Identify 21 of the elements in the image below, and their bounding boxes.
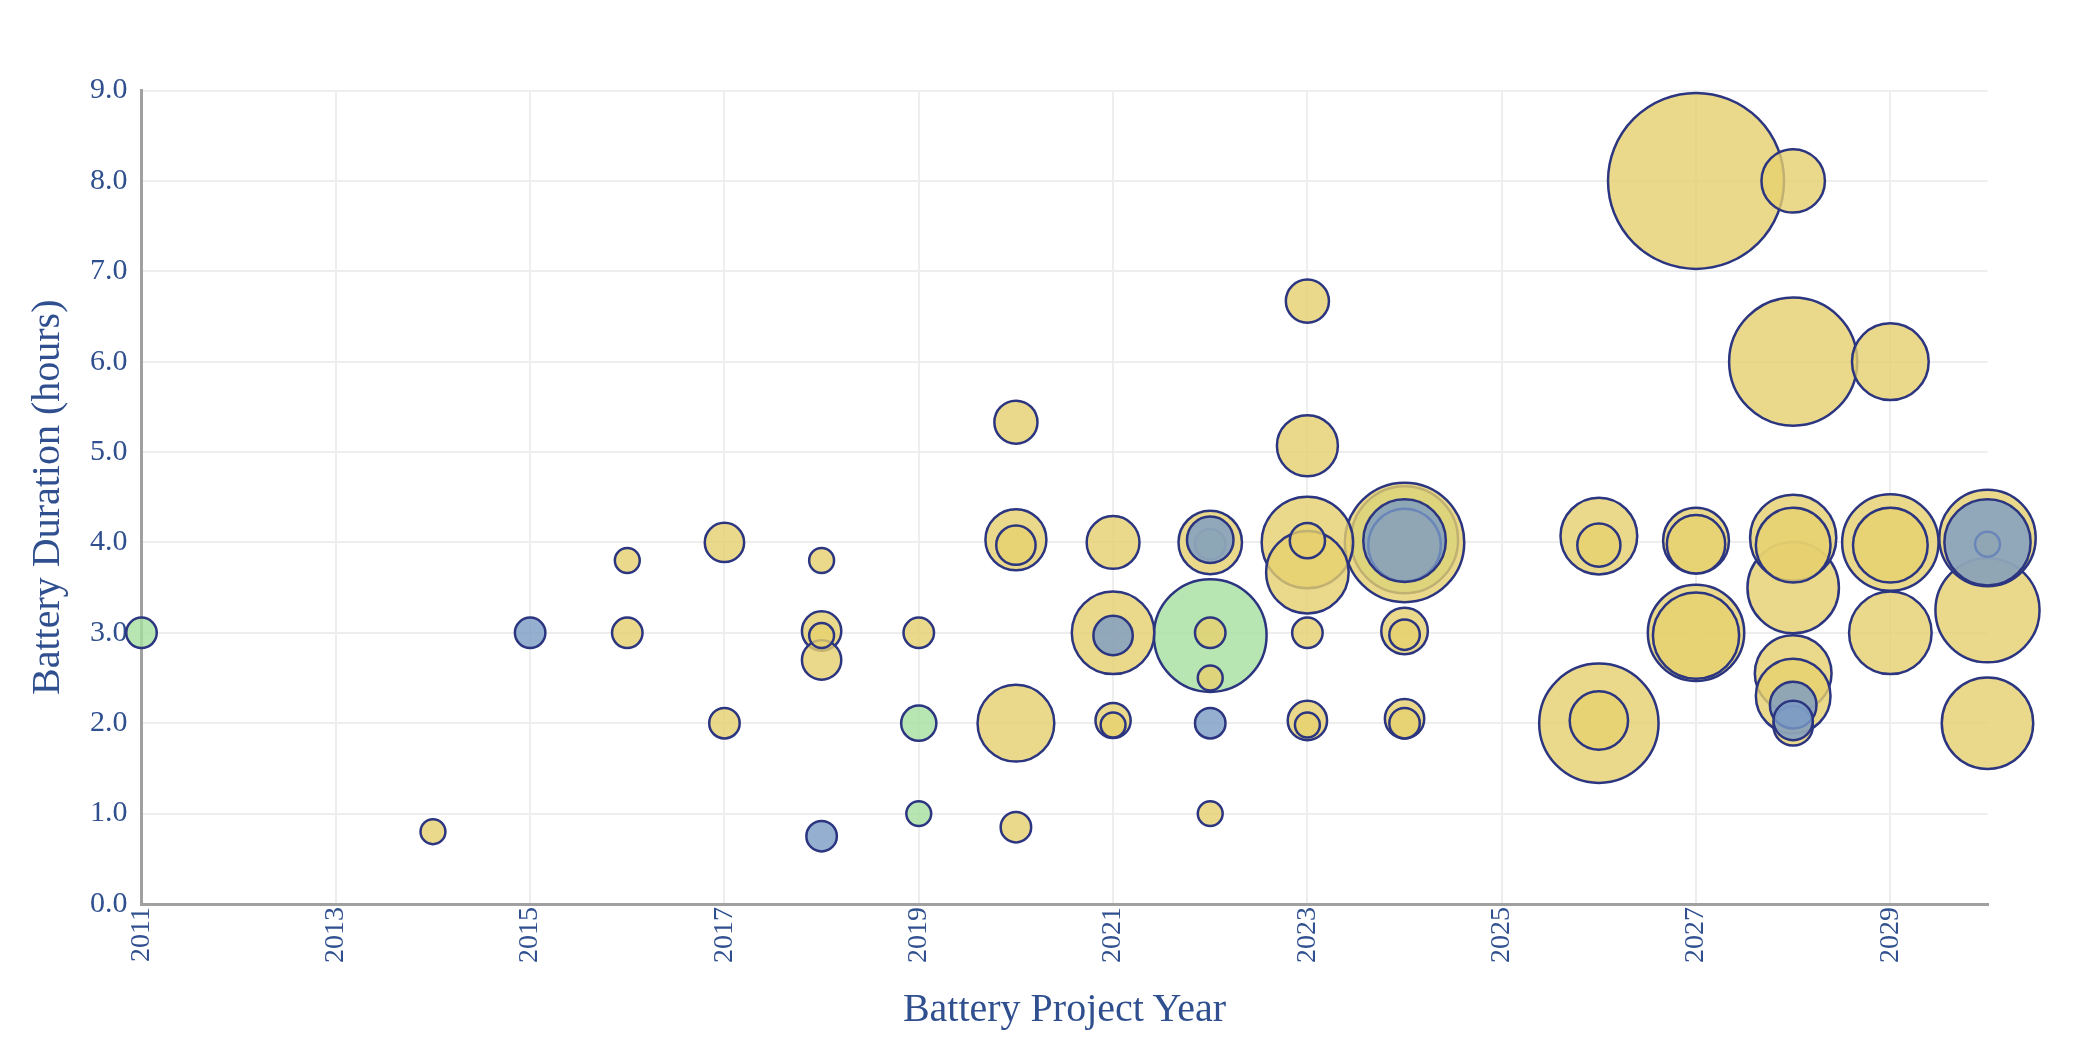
x-tick-label: 2019 bbox=[901, 907, 933, 963]
x-tick-label: 2027 bbox=[1678, 907, 1710, 963]
y-tick-label: 8.0 bbox=[90, 161, 128, 195]
x-tick-label: 2013 bbox=[318, 907, 350, 963]
x-tick-label: 2015 bbox=[512, 907, 544, 963]
y-tick-label: 1.0 bbox=[90, 794, 128, 828]
y-tick-label: 0.0 bbox=[90, 884, 128, 918]
y-tick-label: 6.0 bbox=[90, 342, 128, 376]
x-tick-label: 2021 bbox=[1095, 907, 1127, 963]
y-axis-title: Battery Duration (hours) bbox=[22, 299, 68, 695]
y-tick-label: 2.0 bbox=[90, 704, 128, 738]
y-tick-label: 3.0 bbox=[90, 613, 128, 647]
y-tick-label: 9.0 bbox=[90, 71, 128, 105]
x-tick-label: 2029 bbox=[1872, 907, 1904, 963]
x-tick-label: 2023 bbox=[1289, 907, 1321, 963]
x-tick-label: 2025 bbox=[1484, 907, 1516, 963]
y-tick-label: 5.0 bbox=[90, 432, 128, 466]
x-axis-title: Battery Project Year bbox=[902, 984, 1227, 1030]
y-tick-label: 4.0 bbox=[90, 523, 128, 557]
x-tick-label: 2017 bbox=[706, 907, 738, 963]
y-tick-label: 7.0 bbox=[90, 252, 128, 286]
